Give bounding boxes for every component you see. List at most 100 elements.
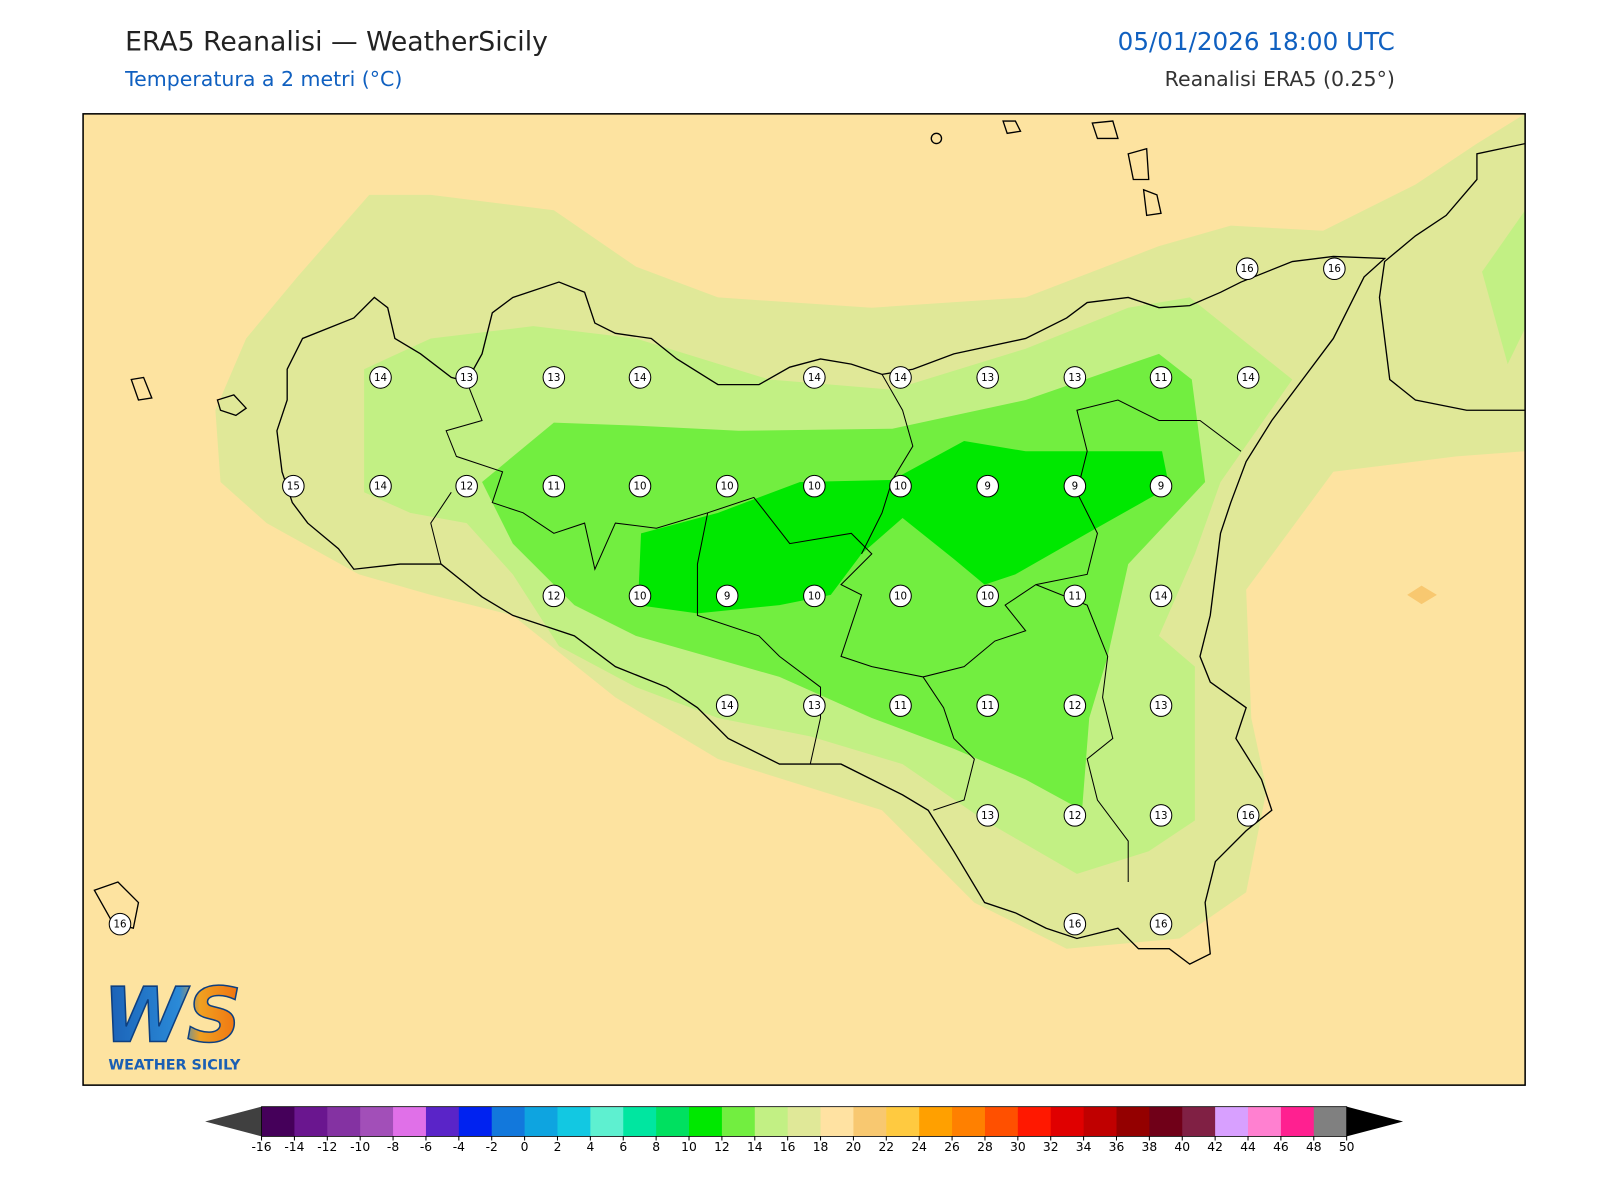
map: 16 16 14 13 13 14 14 14 13 13 11 14 15 14 12 11 10 10 10 10… <box>83 113 1526 1086</box>
station-value: 14 <box>808 372 821 384</box>
colorbar-tick-label: 6 <box>619 1140 627 1154</box>
station-marker <box>1149 584 1173 608</box>
station-value: 13 <box>981 810 994 822</box>
colorbar-swatch <box>1116 1106 1150 1137</box>
station-marker <box>715 474 739 498</box>
station-marker <box>1149 694 1173 717</box>
colorbar-tick-label: 18 <box>813 1140 829 1154</box>
colorbar-tick-label: 0 <box>521 1140 529 1154</box>
colorbar-swatch <box>590 1106 624 1137</box>
station-value: 13 <box>808 700 821 712</box>
colorbar-swatch <box>1149 1106 1183 1137</box>
station-marker <box>1149 366 1173 389</box>
station-marker <box>889 584 912 608</box>
colorbar-tick-label: 40 <box>1174 1140 1190 1154</box>
station-marker <box>369 474 392 498</box>
colorbar-swatch <box>1280 1106 1315 1137</box>
source: Reanalisi ERA5 (0.25°) <box>1165 67 1395 91</box>
colorbar-tick-label: 26 <box>944 1140 960 1154</box>
station-value: 16 <box>113 919 126 931</box>
station-marker <box>1235 257 1259 280</box>
station-value: 10 <box>633 481 646 493</box>
colorbar-tick-label: -6 <box>420 1140 432 1154</box>
station-marker <box>803 366 826 389</box>
station-value: 13 <box>1068 372 1081 384</box>
colorbar-swatch <box>623 1106 657 1137</box>
field-20 <box>1407 585 1437 605</box>
colorbar-swatch <box>1182 1106 1216 1137</box>
colorbar-swatch <box>1050 1106 1085 1137</box>
colorbar-swatch <box>1083 1106 1118 1137</box>
station-marker <box>369 366 392 389</box>
colorbar-swatch <box>360 1106 394 1137</box>
colorbar-tick-label: 10 <box>681 1140 697 1154</box>
station-value: 11 <box>894 700 907 712</box>
colorbar-tick-label: 42 <box>1207 1140 1223 1154</box>
station-value: 12 <box>1068 700 1081 712</box>
station-marker <box>1236 366 1260 389</box>
station-value: 10 <box>721 481 734 493</box>
colorbar-swatch <box>853 1106 887 1137</box>
station-marker <box>803 474 826 498</box>
station-value: 14 <box>633 372 646 384</box>
colorbar-swatch <box>261 1106 295 1137</box>
subtitle: Temperatura a 2 metri (°C) <box>124 67 402 91</box>
station-value: 12 <box>547 590 560 602</box>
colorbar-swatch <box>754 1106 789 1137</box>
station-marker <box>1063 804 1087 827</box>
station-marker <box>803 694 826 717</box>
station-value: 13 <box>1155 810 1168 822</box>
logo-mark: WS <box>103 971 241 1059</box>
colorbar-swatch <box>919 1106 953 1137</box>
station-marker <box>715 584 739 608</box>
field-10 <box>637 441 1170 614</box>
colorbar-tick-label: 32 <box>1043 1140 1059 1154</box>
station-marker <box>542 474 566 498</box>
colorbar-tick-label: -16 <box>251 1140 271 1154</box>
station-marker <box>889 694 912 717</box>
map-frame <box>82 113 1526 1086</box>
colorbar-swatch <box>1313 1106 1348 1137</box>
colorbar-swatch <box>721 1106 756 1137</box>
colorbar-swatch <box>656 1106 690 1137</box>
station-marker <box>1063 474 1087 498</box>
datetime: 05/01/2026 18:00 UTC <box>1118 27 1395 56</box>
colorbar-tick-label: 24 <box>911 1140 927 1154</box>
field-14 <box>1482 210 1526 365</box>
colorbar-swatch <box>1248 1106 1282 1137</box>
colorbar-swatch <box>1215 1106 1249 1137</box>
station-value: 14 <box>894 372 907 384</box>
station-value: 16 <box>1242 810 1255 822</box>
colorbar-swatch <box>820 1106 854 1137</box>
station-value: 13 <box>1155 700 1168 712</box>
station-marker <box>108 912 132 936</box>
colorbar-tick-label: 4 <box>586 1140 594 1154</box>
colorbar-tick-label: -2 <box>486 1140 498 1154</box>
station-value: 13 <box>981 372 994 384</box>
colorbar-tick-label: -10 <box>350 1140 370 1154</box>
station-value: 10 <box>808 590 821 602</box>
station-marker <box>976 804 999 827</box>
colorbar-swatch <box>393 1106 427 1137</box>
station-value: 11 <box>981 700 994 712</box>
colorbar-swatch <box>984 1106 1019 1137</box>
station-value: 16 <box>1155 919 1168 931</box>
colorbar-swatch <box>787 1106 822 1137</box>
colorbar-tick-label: -8 <box>387 1140 399 1154</box>
station-marker <box>455 366 478 389</box>
colorbar: -16 -14 -12 -10 -8 -6 -4 -2 0 2 4 6 8 10 12 14 16 18 20 22 2… <box>205 1106 1404 1154</box>
station-value: 16 <box>1241 263 1254 275</box>
station-value: 14 <box>1155 590 1168 602</box>
station-marker <box>1063 366 1087 389</box>
colorbar-tick-label: 50 <box>1339 1140 1355 1154</box>
colorbar-swatch <box>294 1106 328 1137</box>
station-marker <box>455 474 478 498</box>
stations: 16 16 14 13 13 14 14 14 13 13 11 14 15 14 12 11 10 10 10 10… <box>108 257 1346 936</box>
station-marker <box>976 694 999 717</box>
colorbar-tick-label: 16 <box>780 1140 796 1154</box>
station-value: 14 <box>1242 372 1255 384</box>
colorbar-tick-label: 14 <box>747 1140 763 1154</box>
station-value: 13 <box>547 372 560 384</box>
colorbar-swatch <box>524 1106 558 1137</box>
